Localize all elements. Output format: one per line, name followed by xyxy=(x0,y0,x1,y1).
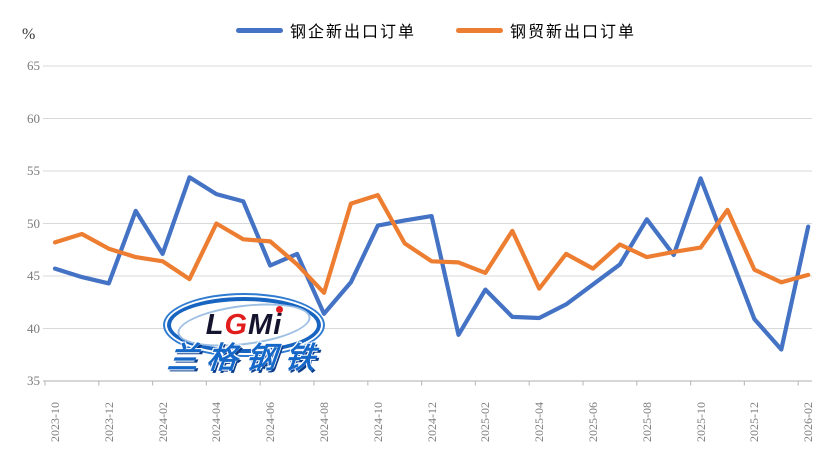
y-tick-label: 55 xyxy=(27,163,40,178)
x-tick-label: 2023-10 xyxy=(48,402,62,442)
x-tick-label: 2024-02 xyxy=(155,402,170,442)
logo-letter-m: M xyxy=(248,308,274,341)
y-tick-label: 65 xyxy=(27,58,40,73)
y-tick-label: 40 xyxy=(27,320,40,336)
series-line-steel-mills xyxy=(52,175,811,352)
x-tick-label: 2025-04 xyxy=(532,402,547,442)
legend: 钢企新出口订单 钢贸新出口订单 xyxy=(236,18,636,42)
x-tick-label: 2024-10 xyxy=(370,402,385,442)
series-line-steel-traders xyxy=(52,193,811,295)
legend-label-steel-mills: 钢企新出口订单 xyxy=(290,24,417,41)
y-tick-label: 50 xyxy=(27,215,40,231)
y-axis-unit-label: % xyxy=(22,26,36,43)
x-axis-tick-marks xyxy=(44,381,799,386)
lgmi-logo-word: LGMi xyxy=(205,305,284,341)
x-tick-label: 2025-10 xyxy=(693,402,708,442)
legend-item-steel-mills: 钢企新出口订单 xyxy=(236,18,416,42)
logo-letter-l: L xyxy=(205,308,225,341)
x-tick-label: 2024-08 xyxy=(317,402,331,442)
lgmi-logo-oval: LGMi xyxy=(167,297,321,353)
x-tick-label: 2024-12 xyxy=(424,402,439,442)
lgmi-logo: LGMi 兰格钢铁 xyxy=(148,295,344,377)
y-tick-label: 60 xyxy=(27,110,40,126)
x-tick-label: 2025-02 xyxy=(478,402,493,442)
logo-letter-g: G xyxy=(224,308,249,341)
lgmi-logo-chinese-name: 兰格钢铁 xyxy=(166,342,326,375)
y-tick-label: 45 xyxy=(27,268,40,283)
x-tick-label: 2024-06 xyxy=(263,402,278,442)
x-tick-label: 2026-02 xyxy=(801,402,816,442)
legend-swatch-blue-icon xyxy=(236,27,283,33)
x-tick-label: 2024-04 xyxy=(209,402,224,442)
x-tick-label: 2025-06 xyxy=(586,402,600,442)
logo-letter-i: i xyxy=(273,305,284,341)
x-tick-label: 2025-08 xyxy=(639,402,654,442)
x-tick-label: 2025-12 xyxy=(747,402,762,442)
legend-label-steel-traders: 钢贸新出口订单 xyxy=(510,24,637,41)
x-tick-label: 2023-12 xyxy=(101,402,116,442)
legend-swatch-orange-icon xyxy=(456,27,504,33)
logo-i-red-dot-icon xyxy=(276,305,284,313)
legend-item-steel-traders: 钢贸新出口订单 xyxy=(456,18,636,42)
y-tick-label: 35 xyxy=(27,373,40,388)
